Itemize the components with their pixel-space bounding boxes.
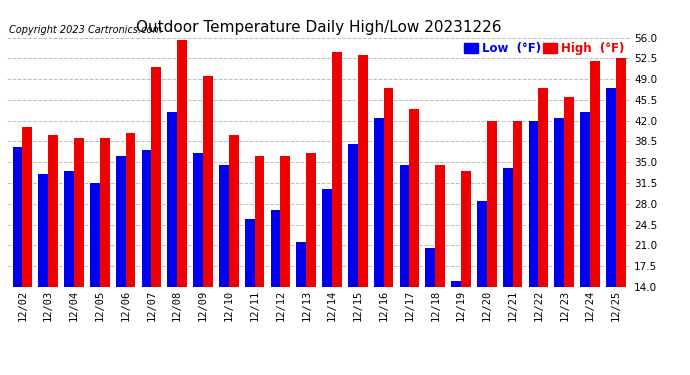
Bar bbox=[193, 153, 203, 370]
Bar bbox=[219, 165, 229, 370]
Bar bbox=[461, 171, 471, 370]
Bar bbox=[141, 150, 151, 370]
Bar bbox=[116, 156, 126, 370]
Title: Outdoor Temperature Daily High/Low 20231226: Outdoor Temperature Daily High/Low 20231… bbox=[137, 20, 502, 35]
Bar bbox=[177, 40, 187, 370]
Bar bbox=[503, 168, 513, 370]
Bar bbox=[245, 219, 255, 370]
Legend: Low  (°F), High  (°F): Low (°F), High (°F) bbox=[463, 41, 625, 56]
Bar bbox=[90, 183, 100, 370]
Bar bbox=[280, 156, 290, 370]
Bar bbox=[409, 109, 420, 370]
Bar bbox=[203, 76, 213, 370]
Bar bbox=[39, 174, 48, 370]
Bar bbox=[126, 132, 135, 370]
Bar bbox=[384, 88, 393, 370]
Bar bbox=[168, 112, 177, 370]
Bar bbox=[513, 121, 522, 370]
Bar bbox=[306, 153, 316, 370]
Bar bbox=[332, 53, 342, 370]
Bar bbox=[616, 58, 626, 370]
Bar bbox=[435, 165, 445, 370]
Bar bbox=[564, 97, 574, 370]
Bar bbox=[538, 88, 549, 370]
Bar bbox=[322, 189, 332, 370]
Bar bbox=[22, 127, 32, 370]
Bar bbox=[358, 56, 368, 370]
Bar bbox=[590, 61, 600, 370]
Bar bbox=[74, 138, 83, 370]
Bar bbox=[255, 156, 264, 370]
Bar bbox=[374, 118, 384, 370]
Bar bbox=[229, 135, 239, 370]
Bar bbox=[580, 112, 590, 370]
Bar bbox=[487, 121, 497, 370]
Bar bbox=[270, 210, 280, 370]
Bar bbox=[151, 67, 161, 370]
Bar bbox=[529, 121, 538, 370]
Bar bbox=[64, 171, 74, 370]
Bar bbox=[400, 165, 409, 370]
Bar bbox=[426, 248, 435, 370]
Bar bbox=[555, 118, 564, 370]
Bar bbox=[348, 144, 358, 370]
Bar bbox=[477, 201, 487, 370]
Bar bbox=[297, 242, 306, 370]
Bar bbox=[100, 138, 110, 370]
Bar bbox=[12, 147, 22, 370]
Text: Copyright 2023 Cartronics.com: Copyright 2023 Cartronics.com bbox=[10, 24, 162, 34]
Bar bbox=[606, 88, 616, 370]
Bar bbox=[48, 135, 58, 370]
Bar bbox=[451, 281, 461, 370]
